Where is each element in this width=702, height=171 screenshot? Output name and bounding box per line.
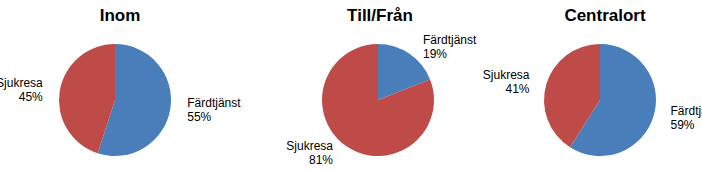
- svg-text:59%: 59%: [670, 118, 694, 132]
- svg-text:Färdtjänst: Färdtjänst: [423, 33, 477, 47]
- svg-text:Centralort: Centralort: [564, 6, 646, 25]
- svg-text:Inom: Inom: [100, 6, 141, 25]
- svg-text:19%: 19%: [423, 47, 447, 61]
- svg-text:Färdtjänst: Färdtjänst: [187, 96, 241, 110]
- svg-text:81%: 81%: [309, 153, 333, 167]
- svg-text:Färdtjänst: Färdtjänst: [670, 104, 702, 118]
- svg-text:Till/Från: Till/Från: [347, 6, 413, 25]
- svg-text:41%: 41%: [506, 82, 530, 96]
- svg-text:Sjukresa: Sjukresa: [0, 76, 43, 90]
- svg-text:Sjukresa: Sjukresa: [286, 139, 333, 153]
- svg-text:45%: 45%: [19, 90, 43, 104]
- svg-text:Sjukresa: Sjukresa: [483, 68, 530, 82]
- svg-text:55%: 55%: [187, 110, 211, 124]
